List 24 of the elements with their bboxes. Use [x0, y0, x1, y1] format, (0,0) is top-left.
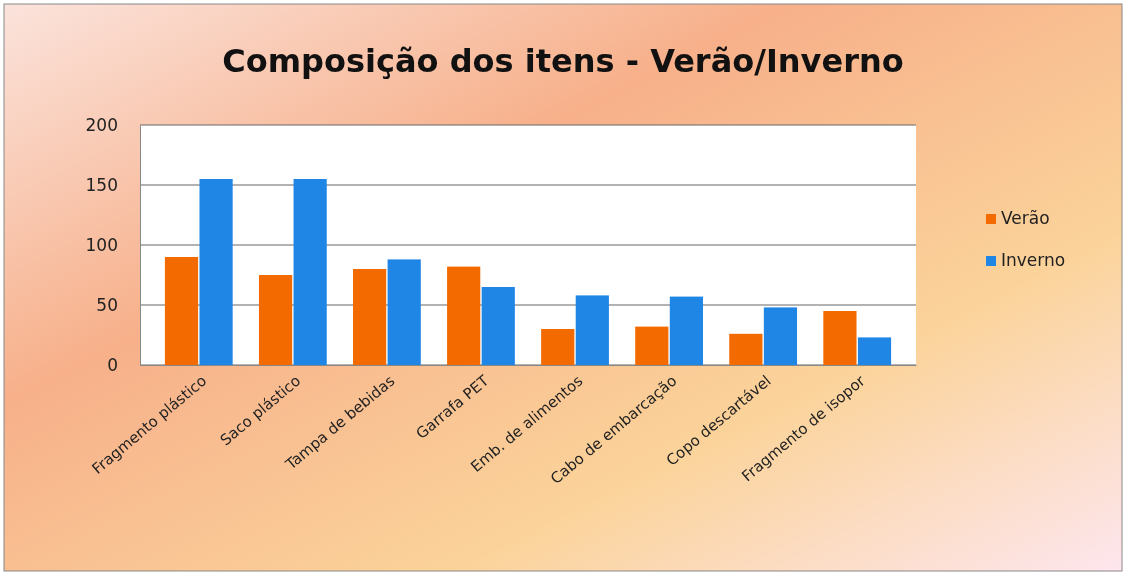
chart-title: Composição dos itens - Verão/Inverno — [222, 42, 904, 80]
bar — [857, 337, 892, 365]
bar — [293, 179, 327, 365]
bar — [635, 326, 669, 365]
legend-label: Inverno — [1001, 250, 1066, 270]
bar — [353, 269, 387, 365]
bar — [669, 296, 703, 365]
bar — [199, 179, 233, 365]
bar — [575, 295, 609, 365]
y-tick-label: 50 — [96, 294, 118, 315]
bar — [481, 287, 515, 365]
legend-label: Verão — [1001, 208, 1050, 228]
bar — [387, 259, 421, 365]
bar — [164, 257, 199, 365]
y-tick-label: 0 — [107, 354, 118, 375]
bar — [541, 329, 575, 365]
y-tick-label: 150 — [85, 174, 118, 195]
bar — [763, 307, 798, 365]
bar — [258, 275, 293, 365]
bar — [729, 333, 763, 365]
y-tick-label: 100 — [85, 234, 118, 255]
bar — [447, 266, 481, 365]
y-tick-label: 200 — [85, 114, 118, 135]
bar — [823, 311, 857, 365]
